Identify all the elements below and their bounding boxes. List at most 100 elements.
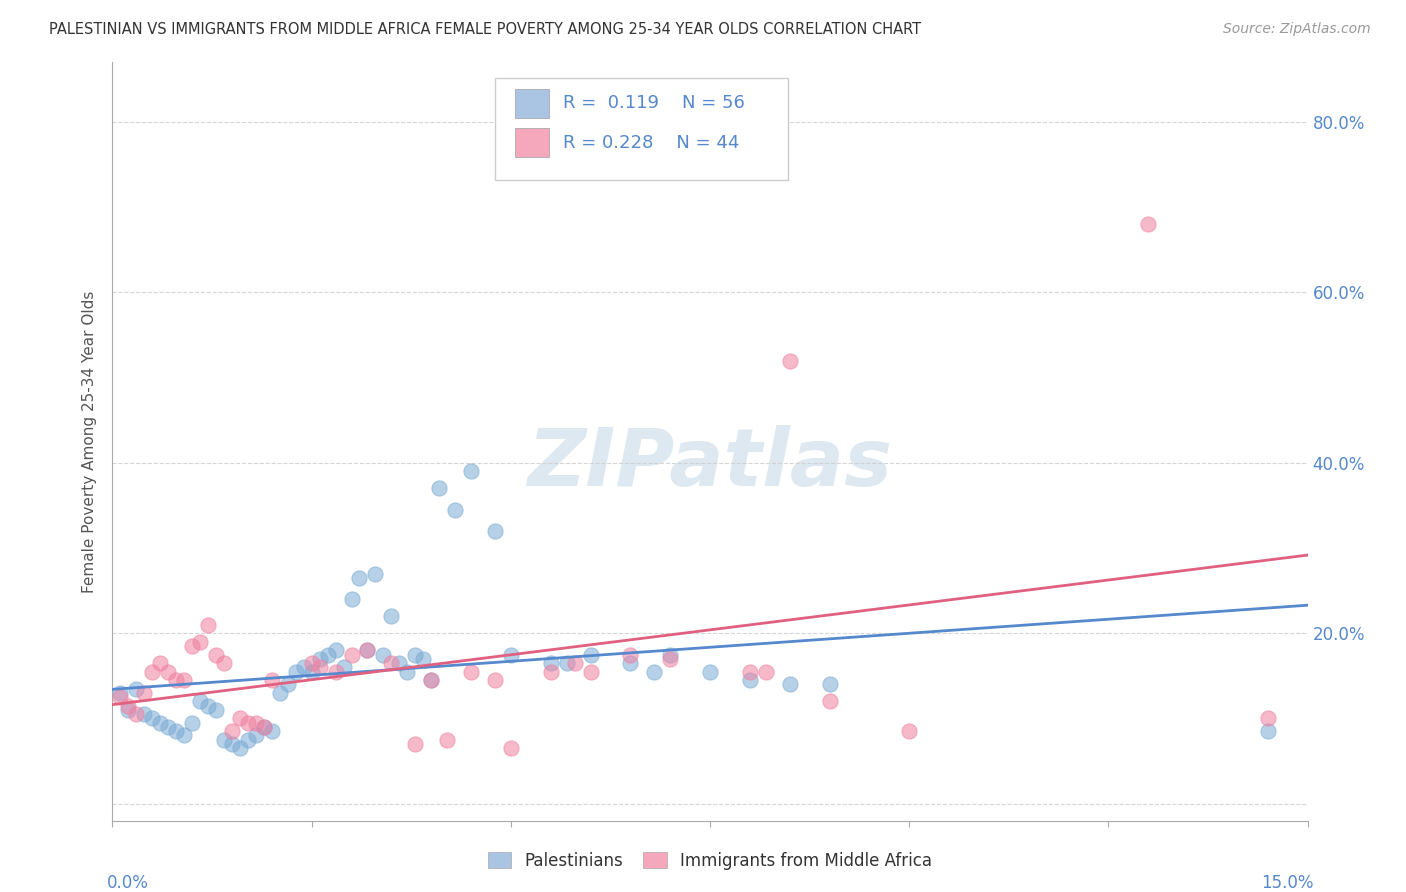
Point — [659, 652, 682, 666]
Point — [165, 673, 187, 687]
Point — [260, 724, 283, 739]
Point — [181, 715, 204, 730]
Point — [173, 728, 195, 742]
Point — [579, 665, 602, 679]
Point — [818, 694, 841, 708]
Point — [818, 677, 841, 691]
Point — [260, 673, 283, 687]
Point — [540, 656, 562, 670]
Text: Source: ZipAtlas.com: Source: ZipAtlas.com — [1223, 22, 1371, 37]
Point — [579, 648, 602, 662]
Point — [755, 665, 778, 679]
Point — [301, 656, 323, 670]
Point — [779, 353, 801, 368]
Point — [205, 648, 228, 662]
Text: R = 0.228    N = 44: R = 0.228 N = 44 — [562, 134, 740, 152]
Point — [420, 673, 443, 687]
Point — [364, 566, 387, 581]
Point — [117, 698, 139, 713]
Point — [643, 665, 665, 679]
Point — [245, 715, 267, 730]
Text: R =  0.119    N = 56: R = 0.119 N = 56 — [562, 95, 745, 112]
Point — [484, 524, 506, 538]
Point — [205, 703, 228, 717]
Point — [269, 686, 291, 700]
Point — [221, 724, 243, 739]
Point — [412, 652, 434, 666]
Point — [340, 648, 363, 662]
Text: 0.0%: 0.0% — [107, 874, 149, 892]
Point — [284, 665, 307, 679]
FancyBboxPatch shape — [495, 78, 787, 180]
Point — [236, 715, 259, 730]
Point — [427, 482, 450, 496]
Point — [253, 720, 276, 734]
Point — [380, 656, 402, 670]
Point — [229, 741, 252, 756]
Point — [149, 715, 172, 730]
Point — [659, 648, 682, 662]
Point — [1257, 724, 1279, 739]
Point — [236, 732, 259, 747]
Point — [253, 720, 276, 734]
Point — [499, 741, 522, 756]
Point — [738, 673, 761, 687]
Point — [165, 724, 187, 739]
Point — [564, 656, 586, 670]
Point — [380, 609, 402, 624]
Point — [373, 648, 395, 662]
Point — [134, 686, 156, 700]
Point — [188, 634, 211, 648]
Point — [188, 694, 211, 708]
Point — [404, 648, 426, 662]
Point — [420, 673, 443, 687]
Point — [181, 639, 204, 653]
Legend: Palestinians, Immigrants from Middle Africa: Palestinians, Immigrants from Middle Afr… — [481, 846, 939, 877]
Point — [277, 677, 299, 691]
Point — [349, 571, 371, 585]
Point — [460, 464, 482, 478]
Point — [340, 592, 363, 607]
Point — [110, 690, 132, 705]
Point — [157, 720, 180, 734]
Point — [141, 711, 163, 725]
Point — [308, 660, 330, 674]
FancyBboxPatch shape — [515, 128, 548, 157]
Point — [1137, 217, 1160, 231]
Y-axis label: Female Poverty Among 25-34 Year Olds: Female Poverty Among 25-34 Year Olds — [82, 291, 97, 592]
Point — [444, 502, 467, 516]
Point — [738, 665, 761, 679]
Point — [308, 652, 330, 666]
Point — [141, 665, 163, 679]
Text: ZIPatlas: ZIPatlas — [527, 425, 893, 503]
FancyBboxPatch shape — [515, 89, 548, 118]
Point — [325, 665, 347, 679]
Point — [436, 732, 458, 747]
Point — [699, 665, 721, 679]
Point — [619, 656, 641, 670]
Point — [110, 686, 132, 700]
Point — [134, 707, 156, 722]
Point — [292, 660, 315, 674]
Point — [157, 665, 180, 679]
Point — [245, 728, 267, 742]
Point — [499, 648, 522, 662]
Point — [619, 648, 641, 662]
Text: 15.0%: 15.0% — [1261, 874, 1313, 892]
Point — [898, 724, 921, 739]
Point — [221, 737, 243, 751]
Point — [212, 732, 235, 747]
Point — [404, 737, 426, 751]
Point — [301, 665, 323, 679]
Point — [1257, 711, 1279, 725]
Point — [388, 656, 411, 670]
Point — [332, 660, 354, 674]
Point — [460, 665, 482, 679]
Point — [125, 681, 148, 696]
Point — [173, 673, 195, 687]
Point — [197, 698, 219, 713]
Point — [356, 643, 378, 657]
Point — [117, 703, 139, 717]
Point — [125, 707, 148, 722]
Text: PALESTINIAN VS IMMIGRANTS FROM MIDDLE AFRICA FEMALE POVERTY AMONG 25-34 YEAR OLD: PALESTINIAN VS IMMIGRANTS FROM MIDDLE AF… — [49, 22, 921, 37]
